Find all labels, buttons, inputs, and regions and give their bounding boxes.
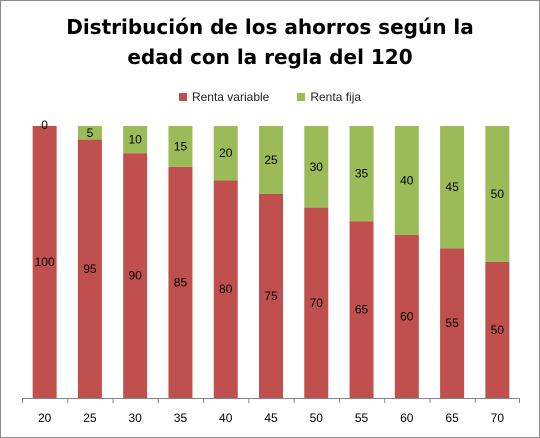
legend-label-renta-variable: Renta variable — [191, 90, 270, 104]
data-label-renta-variable-35: 85 — [174, 275, 188, 289]
data-label-renta-fija-65: 45 — [445, 180, 459, 194]
x-tick-label-35: 35 — [174, 411, 188, 425]
bar-renta-variable-70 — [485, 262, 510, 398]
chart-title-line-2: edad con la regla del 120 — [127, 45, 413, 69]
legend-item-renta-variable: Renta variable — [178, 90, 270, 104]
x-tick-label-60: 60 — [400, 411, 414, 425]
bar-renta-fija-30 — [123, 126, 148, 154]
data-label-renta-variable-25: 95 — [83, 262, 97, 276]
x-tick-label-70: 70 — [491, 411, 505, 425]
bar-renta-fija-60 — [394, 126, 419, 235]
bar-renta-variable-55 — [349, 221, 374, 398]
data-label-renta-fija-70: 50 — [491, 187, 505, 201]
bar-renta-fija-65 — [440, 126, 465, 249]
data-label-renta-fija-45: 25 — [264, 153, 278, 167]
data-label-renta-fija-35: 15 — [174, 139, 188, 153]
data-label-renta-variable-55: 65 — [355, 303, 369, 317]
data-label-renta-fija-25: 5 — [87, 126, 94, 140]
bar-renta-fija-50 — [304, 126, 329, 208]
legend-item-renta-fija: Renta fija — [297, 90, 361, 104]
chart-title-line-1: Distribución de los ahorros según la — [66, 15, 474, 39]
bar-renta-fija-25 — [77, 126, 102, 140]
data-label-renta-fija-40: 20 — [219, 146, 233, 160]
x-tick-label-45: 45 — [264, 411, 278, 425]
bar-renta-variable-20 — [32, 126, 57, 398]
data-label-renta-variable-50: 70 — [310, 296, 324, 310]
x-tick-label-20: 20 — [38, 411, 52, 425]
data-label-renta-variable-30: 90 — [129, 269, 143, 283]
chart-title: Distribución de los ahorros según la eda… — [0, 12, 540, 72]
data-label-renta-fija-30: 10 — [129, 133, 143, 147]
bar-renta-fija-40 — [213, 126, 238, 181]
legend-swatch-renta-fija — [297, 93, 306, 101]
data-label-renta-variable-60: 60 — [400, 309, 414, 323]
data-label-renta-variable-45: 75 — [264, 289, 278, 303]
bar-renta-fija-55 — [349, 126, 374, 222]
bar-renta-variable-40 — [213, 180, 238, 398]
data-label-renta-fija-60: 40 — [400, 173, 414, 187]
data-label-renta-fija-50: 30 — [310, 160, 324, 174]
x-tick-label-50: 50 — [310, 411, 324, 425]
legend-label-renta-fija: Renta fija — [310, 90, 362, 104]
chart-legend: Renta variable Renta fija — [0, 90, 540, 104]
data-label-renta-fija-20: 0 — [41, 118, 48, 132]
x-tick-label-65: 65 — [445, 411, 459, 425]
data-label-renta-variable-40: 80 — [219, 282, 233, 296]
x-tick-label-30: 30 — [129, 411, 143, 425]
data-label-renta-variable-70: 50 — [491, 323, 505, 337]
data-label-renta-variable-65: 55 — [445, 316, 459, 330]
bar-renta-variable-45 — [259, 194, 283, 398]
bar-renta-variable-35 — [168, 166, 193, 398]
bar-renta-fija-70 — [485, 126, 510, 262]
bar-renta-variable-60 — [394, 234, 419, 398]
legend-swatch-renta-variable — [178, 93, 187, 101]
bar-renta-variable-50 — [304, 207, 329, 398]
bar-renta-fija-45 — [259, 126, 283, 194]
data-label-renta-fija-55: 35 — [355, 167, 369, 181]
x-tick-label-40: 40 — [219, 411, 233, 425]
bar-renta-fija-35 — [168, 126, 193, 167]
bar-renta-variable-65 — [440, 248, 465, 398]
x-tick-label-55: 55 — [355, 411, 369, 425]
bar-renta-variable-25 — [77, 139, 102, 398]
x-tick-label-25: 25 — [83, 411, 97, 425]
data-label-renta-variable-20: 100 — [35, 255, 55, 269]
bar-renta-variable-30 — [123, 153, 148, 398]
